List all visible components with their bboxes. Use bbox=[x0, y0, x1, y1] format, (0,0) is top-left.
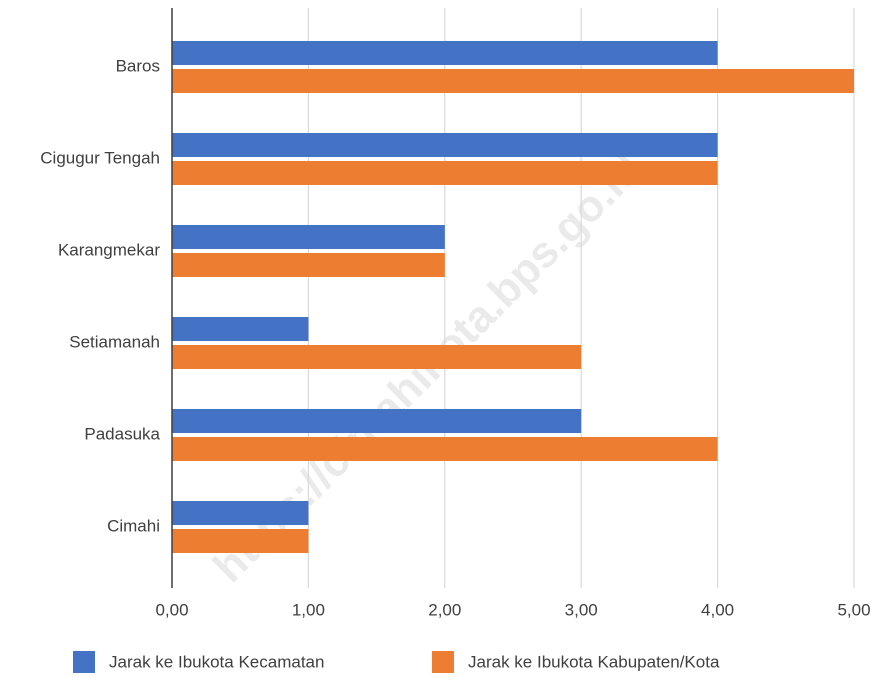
legend-label: Jarak ke Ibukota Kecamatan bbox=[109, 652, 324, 671]
bar bbox=[172, 501, 309, 525]
x-tick-label: 1,00 bbox=[292, 600, 325, 619]
y-tick-label: Cigugur Tengah bbox=[40, 148, 160, 167]
bar bbox=[172, 253, 445, 277]
x-tick-label: 0,00 bbox=[155, 600, 188, 619]
y-tick-label: Cimahi bbox=[107, 516, 160, 535]
y-tick-label: Padasuka bbox=[84, 424, 160, 443]
x-tick-label: 2,00 bbox=[428, 600, 461, 619]
bar bbox=[172, 529, 309, 553]
legend-swatch bbox=[73, 651, 95, 673]
bar bbox=[172, 69, 854, 93]
bar bbox=[172, 317, 309, 341]
bar bbox=[172, 409, 582, 433]
bar bbox=[172, 225, 445, 249]
bar bbox=[172, 161, 718, 185]
y-tick-label: Karangmekar bbox=[58, 240, 160, 259]
x-tick-label: 3,00 bbox=[565, 600, 598, 619]
y-tick-label: Baros bbox=[116, 56, 160, 75]
bar bbox=[172, 133, 718, 157]
bar bbox=[172, 345, 582, 369]
x-tick-label: 5,00 bbox=[837, 600, 870, 619]
x-tick-label: 4,00 bbox=[701, 600, 734, 619]
bar bbox=[172, 437, 718, 461]
legend-label: Jarak ke Ibukota Kabupaten/Kota bbox=[468, 652, 720, 671]
bar bbox=[172, 41, 718, 65]
y-tick-label: Setiamanah bbox=[69, 332, 160, 351]
legend-swatch bbox=[432, 651, 454, 673]
